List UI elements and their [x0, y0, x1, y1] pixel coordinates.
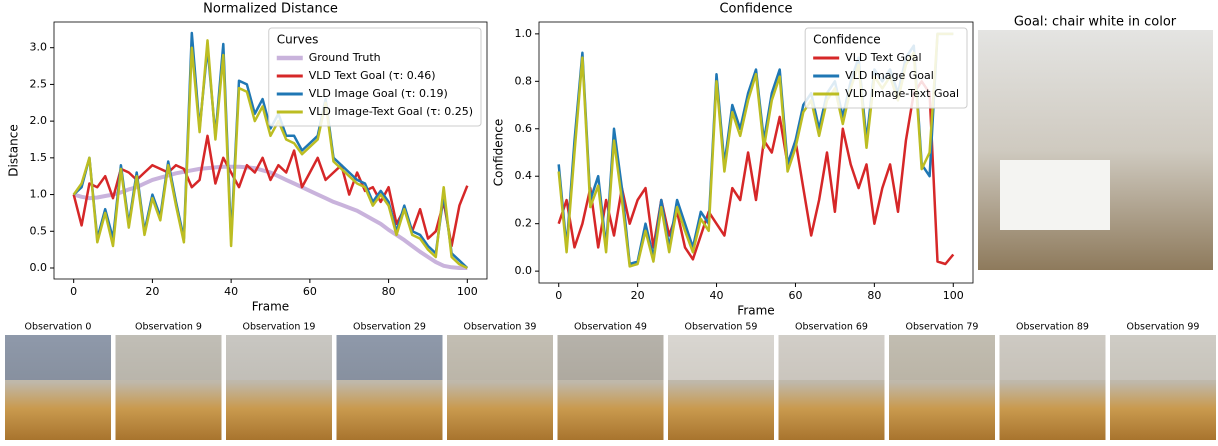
observation-label: Observation 69	[795, 322, 868, 333]
observation-label: Observation 59	[685, 322, 758, 333]
x-tick-label: 60	[788, 289, 802, 302]
plot-frame	[53, 21, 488, 280]
observation-image-tint	[889, 335, 995, 380]
observation-image-tint	[447, 335, 553, 380]
legend-label: VLD Image-Text Goal	[845, 87, 959, 100]
observation-label: Observation 99	[1127, 322, 1200, 333]
x-tick-label: 100	[943, 289, 964, 302]
x-tick-label: 20	[145, 285, 159, 298]
y-tick-label: 0.8	[515, 74, 533, 87]
legend-label: VLD Text Goal	[845, 51, 921, 64]
legend-label: VLD Image Goal	[845, 69, 934, 82]
y-tick-label: 0.5	[30, 224, 48, 237]
x-tick-label: 0	[70, 285, 77, 298]
x-tick-label: 40	[224, 285, 238, 298]
observation-image-tint	[336, 335, 443, 380]
x-tick-label: 20	[631, 289, 645, 302]
observation-image-tint	[668, 335, 774, 380]
observation-label: Observation 39	[464, 322, 537, 333]
chart-title: Normalized Distance	[203, 2, 338, 17]
legend-box	[804, 27, 968, 109]
observation-label: Observation 49	[574, 322, 647, 333]
legend: Confidence VLD Text Goal VLD Image Goal VLD…	[804, 27, 968, 109]
series-line	[72, 39, 468, 270]
observation-label: Observation 19	[243, 322, 316, 333]
x-tick-label: 80	[382, 285, 396, 298]
observation-label: Observation 79	[906, 322, 979, 333]
y-tick-label: 0.2	[515, 217, 533, 230]
y-tick-label: 2.0	[30, 114, 48, 127]
observation-label: Observation 0	[25, 322, 92, 333]
legend-title: Confidence	[813, 33, 880, 47]
goal-title: Goal: chair white in color	[1014, 15, 1177, 30]
observation-label: Observation 89	[1016, 322, 1089, 333]
legend-title: Curves	[277, 33, 319, 47]
legend-box	[268, 27, 482, 127]
y-axis-label: Confidence	[492, 119, 506, 186]
observation-image-tint	[1110, 335, 1216, 380]
y-tick-label: 1.0	[515, 27, 533, 40]
x-tick-label: 80	[867, 289, 881, 302]
y-tick-label: 0.4	[515, 169, 533, 182]
plot-frame	[538, 21, 974, 284]
legend-label: VLD Image-Text Goal (τ: 0.25)	[309, 105, 473, 118]
y-tick-label: 1.5	[30, 151, 48, 164]
y-tick-label: 0.6	[515, 122, 533, 135]
legend-label: VLD Text Goal (τ: 0.46)	[309, 69, 436, 82]
observation-image-tint	[226, 335, 332, 380]
legend: Curves Ground Truth VLD Text Goal (τ: 0.46…	[268, 27, 482, 127]
goal-image	[978, 30, 1213, 270]
chart-title: Confidence	[719, 2, 792, 17]
series-line	[557, 80, 955, 266]
y-tick-label: 0.0	[515, 264, 533, 277]
observation-image-tint	[999, 335, 1106, 380]
y-tick-label: 3.0	[30, 41, 48, 54]
x-tick-label: 0	[555, 289, 562, 302]
observation-image-tint	[557, 335, 664, 380]
y-tick-label: 2.5	[30, 77, 48, 90]
observation-label: Observation 29	[353, 322, 426, 333]
y-tick-label: 0.0	[30, 261, 48, 274]
y-tick-label: 1.0	[30, 188, 48, 201]
observation-image-tint	[5, 335, 111, 380]
x-tick-label: 100	[457, 285, 478, 298]
legend-label: VLD Image Goal (τ: 0.19)	[309, 87, 448, 100]
observations: Observation 0 Observation 9 Observation 19…	[5, 322, 1216, 440]
x-tick-label: 40	[710, 289, 724, 302]
observation-image-tint	[115, 335, 222, 380]
x-axis-label: Frame	[252, 300, 289, 314]
x-tick-label: 60	[303, 285, 317, 298]
goal-image-sofa	[1000, 160, 1110, 230]
y-axis-label: Distance	[7, 124, 21, 176]
observation-image-tint	[778, 335, 885, 380]
observation-label: Observation 9	[135, 322, 202, 333]
x-axis-label: Frame	[737, 304, 774, 318]
legend-label: Ground Truth	[309, 51, 381, 64]
